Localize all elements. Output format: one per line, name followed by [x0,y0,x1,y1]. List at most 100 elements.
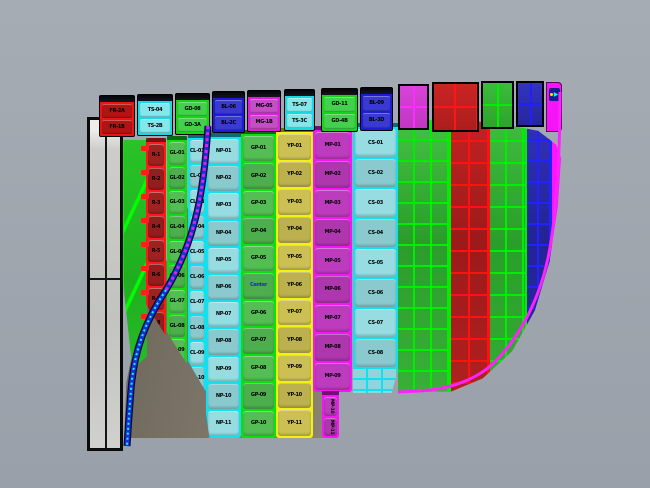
panel-cell[interactable]: CL-01 [190,140,205,164]
panel-cell[interactable]: CS-04 [355,219,396,247]
panel-cell[interactable]: GP-09 [243,383,274,409]
panel-cell[interactable]: TS-07 [287,98,312,112]
strip-green-1[interactable]: GL-01 GL-02 GL-03 GL-04 GL-05 GL-06 GL-07 GL-08… [167,136,187,364]
panel-cell[interactable]: GL-03 [169,191,185,215]
panel-cell[interactable]: CL-09 [190,341,205,365]
panel-cell[interactable]: MP-07 [315,305,350,333]
panel-cell[interactable]: YP-03 [278,189,311,215]
cap-red-grid[interactable] [432,82,479,132]
panel-cell[interactable]: MP-05 [315,247,350,275]
panel-cell[interactable]: Center [243,273,274,299]
panel-cell[interactable]: GD-4B [324,114,355,129]
panel-cell[interactable]: YP-11 [278,410,311,437]
panel-cell[interactable]: GP-06 [243,300,274,327]
panel-cell[interactable]: NP-03 [208,193,239,219]
panel-cell[interactable]: GD-08 [178,102,207,116]
panel-cell[interactable]: GP-04 [243,218,274,244]
cap-blue[interactable]: BL-06 BL-2C [212,91,245,133]
panel-cell[interactable]: GL-05 [169,240,185,264]
cap-red[interactable]: FR-2A FR-1B [99,95,135,137]
cap-magenta-tip[interactable]: ▶ [546,82,562,132]
strip-magenta[interactable]: MP-01 MP-02 MP-03 MP-04 MP-05 MP-06 MP-07 MP-08… [313,126,352,392]
panel-cell[interactable]: NP-07 [208,302,239,328]
cap-blue-2[interactable]: BL-09 BL-3D [360,87,393,131]
panel-cell[interactable]: NP-01 [208,139,239,165]
panel-cell[interactable]: BL-2C [215,116,242,130]
strake-red-large[interactable] [451,120,490,392]
gray-slab-panels[interactable] [87,117,123,451]
cap-blue-grid[interactable] [516,81,544,127]
panel-cell[interactable]: BL-3D [363,113,390,128]
strip-cyan-1[interactable]: CL-01 CL-02 CL-03 CL-04 CL-05 CL-06 CL-07 CL-08… [188,134,206,392]
cap-magenta[interactable]: MG-05 MG-1B [247,90,281,132]
panel-cell[interactable]: GL-01 [169,142,185,165]
cap-green-2[interactable]: GD-11 GD-4B [321,88,358,132]
panel-cell[interactable]: CS-05 [355,249,396,277]
panel-cell[interactable]: GL-07 [169,290,185,313]
panel-cell[interactable]: NP-09 [208,356,239,382]
panel-cell[interactable]: GP-07 [243,328,274,354]
strip-cyan-wide[interactable]: NP-01 NP-02 NP-03 NP-04 NP-05 NP-06 NP-07 NP-08… [206,133,241,438]
panel-cell[interactable]: CL-08 [190,316,205,340]
panel-cell[interactable]: CL-05 [190,240,205,265]
panel-cell[interactable]: CS-08 [355,339,396,367]
cap-cyan-2[interactable]: TS-07 TS-3C [284,89,315,131]
panel-cell[interactable]: MP-03 [315,189,350,217]
strake-blue-right[interactable] [527,120,552,392]
cap-green-grid[interactable] [481,81,514,129]
panel-cell[interactable]: NP-02 [208,166,239,192]
panel-cell[interactable]: TS-04 [140,103,170,117]
panel-cell[interactable]: MP-09 [315,363,350,391]
strip-green-2[interactable]: GP-01 GP-02 GP-03 GP-04 GP-05 Center GP-06 GP-0… [241,130,276,438]
panel-cell[interactable]: CL-04 [190,215,205,239]
panel-cell[interactable]: FR-1B [102,120,132,134]
panel-cell[interactable]: R-4 [148,216,164,238]
panel-cell[interactable]: GP-02 [243,163,274,189]
panel-cell[interactable]: MG-05 [250,99,278,113]
panel-cell[interactable]: R-5 [148,240,164,262]
panel-cell[interactable]: R-6 [148,264,164,286]
panel-cell[interactable]: NP-06 [208,274,239,301]
panel-cell[interactable]: MP-06 [315,276,350,304]
panel-cell[interactable]: GP-10 [243,410,274,436]
panel-cell[interactable]: MP-02 [315,160,350,188]
panel-cell[interactable]: BL-06 [215,100,242,114]
panel-cell[interactable]: MP-11 [324,417,337,436]
panel-cell[interactable]: MP-08 [315,334,350,362]
cap-green[interactable]: GD-08 GD-3A [175,93,210,135]
panel-cell[interactable]: CL-03 [190,190,205,214]
panel-cell[interactable]: GL-08 [169,314,185,338]
panel-cell[interactable]: GL-02 [169,166,185,190]
cap-magenta-grid[interactable] [398,84,429,130]
strip-magenta-rotated[interactable]: MP-10 MP-11 [322,391,339,438]
panel-cell[interactable]: FR-2A [102,104,132,118]
panel-cell[interactable]: YP-09 [278,355,311,381]
panel-cell[interactable]: YP-05 [278,244,311,271]
panel-cell[interactable]: R-2 [148,168,164,190]
panel-cell[interactable]: R-3 [148,192,164,214]
panel-cell[interactable]: YP-01 [278,134,311,160]
panel-cell[interactable]: YP-06 [278,272,311,298]
panel-cell[interactable]: CL-02 [190,165,205,189]
panel-cell[interactable]: NP-05 [208,247,239,273]
panel-cell[interactable]: GP-05 [243,245,274,272]
panel-cell[interactable]: TS-3C [287,114,312,128]
panel-cell[interactable]: YP-04 [278,216,311,243]
panel-cell[interactable]: NP-10 [208,383,239,409]
panel-cell[interactable]: YP-07 [278,299,311,326]
panel-cell[interactable]: CL-06 [190,266,205,290]
panel-cell[interactable]: TS-2B [140,119,170,133]
panel-cell[interactable]: NP-11 [208,410,239,437]
strake-green-right[interactable] [490,120,527,392]
panel-cell[interactable]: CL-07 [190,291,205,315]
panel-cell[interactable]: GL-06 [169,265,185,289]
panel-cell[interactable]: CS-03 [355,189,396,217]
strip-cyan-2-grid[interactable] [353,369,398,393]
panel-cell[interactable]: CS-02 [355,159,396,187]
panel-cell[interactable]: NP-08 [208,329,239,355]
cap-cyan[interactable]: TS-04 TS-2B [137,94,173,136]
strake-magenta-edge[interactable] [552,120,561,392]
strip-yellow[interactable]: YP-01 YP-02 YP-03 YP-04 YP-05 YP-06 YP-07 YP-08… [276,128,313,438]
right-strake-block[interactable] [398,120,561,392]
